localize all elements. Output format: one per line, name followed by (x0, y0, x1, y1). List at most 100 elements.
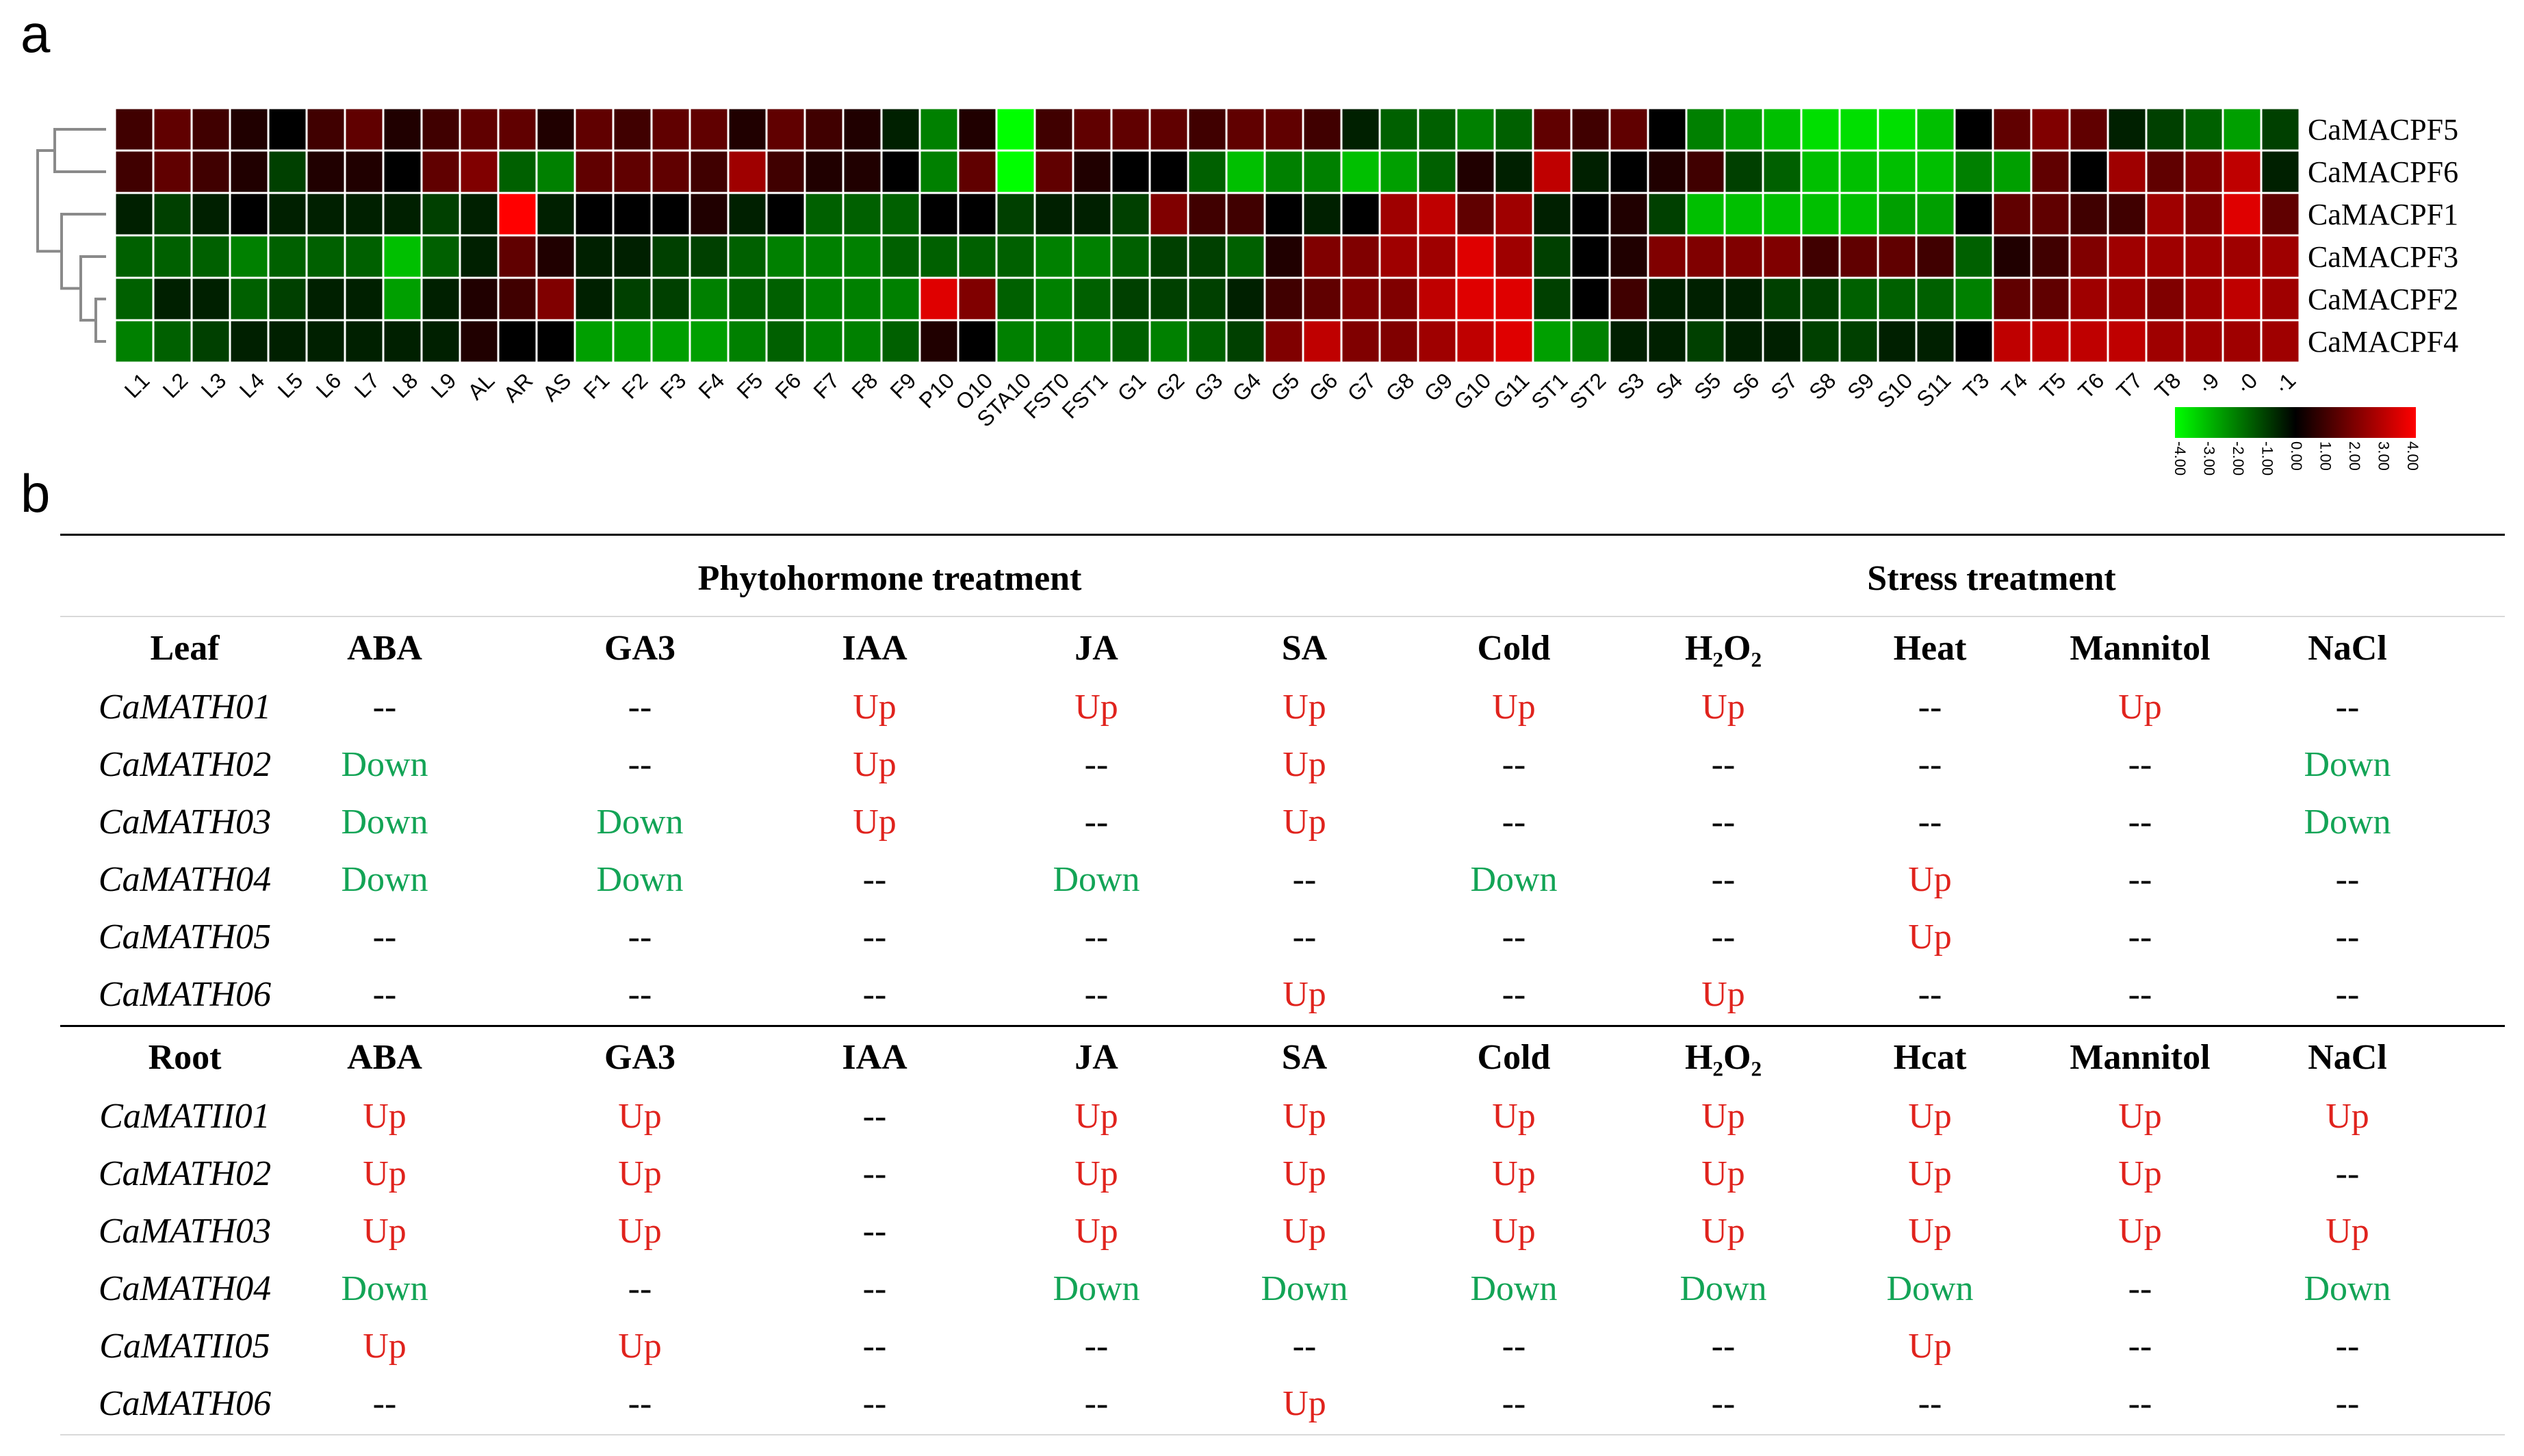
heatmap-cell (957, 192, 998, 237)
heatmap-cell (1033, 192, 1074, 237)
expression-value: -- (2335, 975, 2360, 1014)
expression-value: -- (862, 1212, 887, 1251)
heatmap-cell (344, 149, 385, 194)
heatmap-cell (1838, 276, 1879, 322)
expression-value: Up (1074, 1212, 1118, 1251)
heatmap-cell (1685, 192, 1726, 237)
heatmap-cell (1417, 234, 1458, 279)
column-header: ABA (347, 1038, 422, 1077)
heatmap-cell (957, 234, 998, 279)
expression-value: -- (1918, 975, 1942, 1014)
heatmap-cell (305, 192, 346, 237)
expression-value: -- (628, 918, 652, 957)
heatmap-cell (727, 192, 768, 237)
heatmap-cell (1187, 234, 1228, 279)
heatmap-column-label: G2 (1151, 368, 1189, 406)
heatmap-cell (1992, 234, 2033, 279)
heatmap-cell (1493, 276, 1534, 322)
expression-value: Up (1492, 1212, 1536, 1251)
heatmap-cell (497, 149, 538, 194)
heatmap-cell (1570, 276, 1611, 322)
heatmap-cell (842, 234, 883, 279)
expression-value: Up (1074, 1154, 1118, 1193)
heatmap-cell (1033, 234, 1074, 279)
heatmap-cell (1455, 319, 1496, 364)
expression-value: Up (1283, 1384, 1326, 1423)
color-scale-tick: -1.00 (2259, 441, 2276, 476)
heatmap-cell (1915, 107, 1956, 152)
table-row: CaMATH04 Down -- -- Down Down Down Down Down -- Do… (60, 1260, 2505, 1318)
heatmap-cell (1992, 276, 2033, 322)
heatmap-cell (1915, 192, 1956, 237)
expression-value: -- (1502, 918, 1526, 957)
heatmap-cell (382, 276, 423, 322)
column-header: JA (1074, 1038, 1118, 1077)
heatmap-cell (765, 149, 806, 194)
heatmap-cell (2107, 276, 2148, 322)
heatmap-cell (420, 192, 461, 237)
heatmap-cell (2068, 234, 2109, 279)
heatmap-cell (612, 107, 653, 152)
heatmap-cell (1340, 149, 1381, 194)
heatmap-column-label: S4 (1651, 368, 1687, 404)
heatmap-cell (114, 234, 155, 279)
heatmap-cell (459, 234, 500, 279)
gene-name: CaMATH05 (98, 918, 272, 957)
heatmap-cell (1148, 234, 1189, 279)
expression-value: -- (2335, 1384, 2360, 1423)
expression-value: Up (1701, 975, 1745, 1014)
expression-value: -- (1502, 1384, 1526, 1423)
expression-value: -- (862, 975, 887, 1014)
heatmap-cell (1493, 149, 1534, 194)
expression-value: -- (862, 1327, 887, 1366)
expression-value: Up (1283, 975, 1326, 1014)
heatmap-cell (1033, 319, 1074, 364)
heatmap-cell (1302, 149, 1343, 194)
heatmap-cell (727, 276, 768, 322)
heatmap-cell (727, 319, 768, 364)
heatmap-cell (612, 234, 653, 279)
heatmap-cell (1378, 192, 1419, 237)
column-header: ABA (347, 629, 422, 668)
heatmap-cell (1608, 276, 1649, 322)
heatmap-cell (1762, 319, 1803, 364)
expression-value: Down (1053, 860, 1140, 899)
expression-value: -- (2128, 803, 2152, 842)
gene-name: CaMATH02 (98, 1154, 272, 1193)
table-rule (60, 1434, 2505, 1435)
heatmap-column-label: G4 (1228, 368, 1266, 406)
expression-value: Up (1908, 860, 1952, 899)
heatmap-cell (574, 107, 615, 152)
table-row: CaMATII05 Up Up -- -- -- -- -- Up -- -- (60, 1318, 2505, 1375)
expression-value: -- (2335, 918, 2360, 957)
expression-value: Down (1470, 860, 1558, 899)
group-header-phytohormone: Phytohormone treatment (697, 559, 1082, 598)
heatmap-column-label: S9 (1842, 368, 1879, 404)
heatmap-cell (152, 234, 193, 279)
heatmap-column-label: F8 (847, 368, 882, 404)
heatmap-cell (1417, 149, 1458, 194)
heatmap-cell (1608, 149, 1649, 194)
heatmap-cell (229, 319, 270, 364)
heatmap-cell (535, 107, 576, 152)
heatmap-cell (957, 319, 998, 364)
heatmap-cell (2145, 234, 2186, 279)
heatmap-cell (1838, 192, 1879, 237)
heatmap-cell (1685, 107, 1726, 152)
heatmap-cell (114, 149, 155, 194)
heatmap-cell (1072, 276, 1113, 322)
heatmap-column-label: F9 (885, 368, 920, 404)
expression-value: -- (2128, 975, 2152, 1014)
heatmap-cell (574, 234, 615, 279)
heatmap-cell (1800, 234, 1841, 279)
table-row: CaMATH05 -- -- -- -- -- -- -- Up -- -- (60, 909, 2505, 966)
heatmap-cell (765, 319, 806, 364)
heatmap-cell (382, 107, 423, 152)
heatmap-cell (1340, 234, 1381, 279)
heatmap-cell (957, 276, 998, 322)
color-scale-tick: 0.00 (2288, 441, 2305, 471)
heatmap-cell (535, 276, 576, 322)
color-scale-tick: -3.00 (2201, 441, 2218, 476)
heatmap-cell (1992, 319, 2033, 364)
heatmap-cell (2068, 276, 2109, 322)
